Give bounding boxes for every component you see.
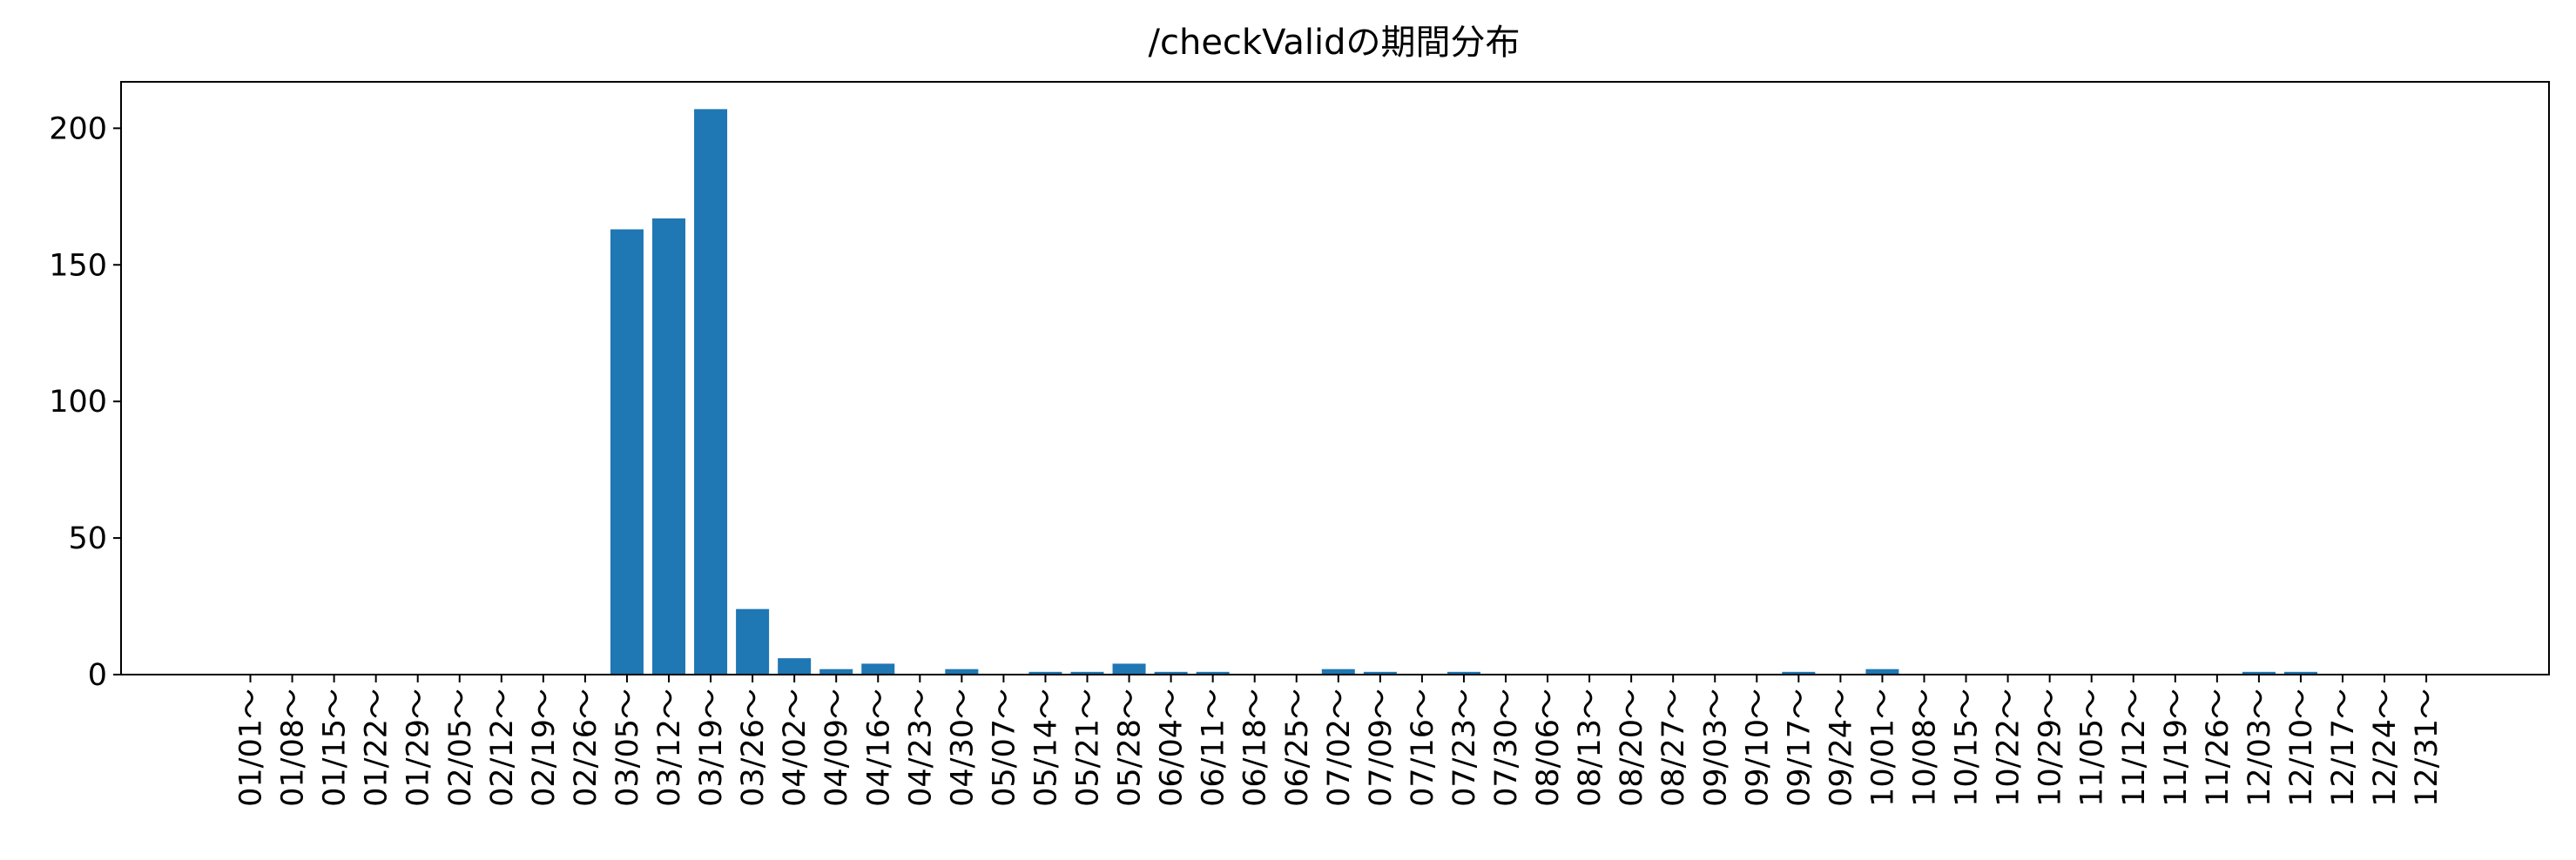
x-tick-label: 07/30～ <box>1489 689 1524 807</box>
x-tick-label: 03/05～ <box>610 689 645 807</box>
x-tick-label: 09/10～ <box>1740 689 1775 807</box>
x-tick-label: 08/20～ <box>1615 689 1649 807</box>
bar-07/09～ <box>1363 671 1397 675</box>
x-tick-label: 11/05～ <box>2075 689 2110 807</box>
x-tick-label: 08/06～ <box>1531 689 1566 807</box>
x-tick-label: 11/19～ <box>2159 689 2194 807</box>
x-tick-label: 06/25～ <box>1280 689 1315 807</box>
bar-09/17～ <box>1782 671 1816 675</box>
x-tick-label: 05/14～ <box>1028 689 1063 807</box>
x-tick-label: 02/26～ <box>569 689 604 807</box>
x-tick-label: 10/29～ <box>2033 689 2068 807</box>
bar-05/28～ <box>1112 663 1146 675</box>
bar-10/01～ <box>1865 669 1899 675</box>
x-tick-label: 02/19～ <box>527 689 562 807</box>
bar-03/26～ <box>736 608 770 675</box>
x-tick-label: 04/23～ <box>903 689 938 807</box>
x-axis: 01/01～ 01/08～ 01/15～ 01/22～ 01/29～ 02/05～ 02/1… <box>234 675 2445 807</box>
x-tick-label: 02/12～ <box>485 689 520 807</box>
y-tick-label: 50 <box>68 521 107 556</box>
x-tick-label: 01/08～ <box>276 689 311 807</box>
bar-12/03～ <box>2242 671 2276 675</box>
x-tick-label: 01/15～ <box>318 689 353 807</box>
bar-12/10～ <box>2283 671 2317 675</box>
x-tick-label: 10/15～ <box>1950 689 1985 807</box>
bar-05/14～ <box>1028 671 1062 675</box>
chart-title: /checkValidの期間分布 <box>1149 23 1521 63</box>
bars-group <box>610 109 2317 675</box>
bar-03/05～ <box>610 229 644 675</box>
x-tick-label: 06/04～ <box>1155 689 1190 807</box>
bar-07/02～ <box>1321 669 1355 675</box>
x-tick-label: 01/29～ <box>401 689 436 807</box>
bar-04/09～ <box>819 669 853 675</box>
y-axis: 0 50 100 150 200 <box>49 111 121 693</box>
y-tick-label: 200 <box>49 111 107 146</box>
x-tick-label: 01/01～ <box>234 689 269 807</box>
x-tick-label: 05/07～ <box>987 689 1022 807</box>
x-tick-label: 05/21～ <box>1071 689 1106 807</box>
x-tick-label: 11/26～ <box>2201 689 2235 807</box>
x-tick-label: 03/19～ <box>694 689 729 807</box>
x-tick-label: 03/12～ <box>652 689 687 807</box>
x-tick-label: 04/16～ <box>861 689 896 807</box>
x-tick-label: 10/01～ <box>1865 689 1900 807</box>
bar-06/04～ <box>1154 671 1188 675</box>
x-tick-label: 12/24～ <box>2368 689 2403 807</box>
x-tick-label: 12/17～ <box>2326 689 2361 807</box>
y-tick-label: 100 <box>49 385 107 420</box>
x-tick-label: 04/02～ <box>778 689 813 807</box>
x-tick-label: 03/26～ <box>736 689 771 807</box>
bar-04/30～ <box>945 669 979 675</box>
x-tick-label: 12/03～ <box>2242 689 2277 807</box>
x-tick-label: 06/18～ <box>1238 689 1273 807</box>
bar-04/16～ <box>861 663 895 675</box>
x-tick-label: 01/22～ <box>360 689 394 807</box>
bar-06/11～ <box>1196 671 1230 675</box>
x-tick-label: 07/02～ <box>1322 689 1357 807</box>
x-tick-label: 07/09～ <box>1364 689 1399 807</box>
bar-04/02～ <box>778 658 812 675</box>
x-tick-label: 10/08～ <box>1908 689 1943 807</box>
bar-03/19～ <box>694 109 728 675</box>
x-tick-label: 09/03～ <box>1698 689 1733 807</box>
x-tick-label: 05/28～ <box>1113 689 1148 807</box>
y-tick-label: 150 <box>49 248 107 283</box>
x-tick-label: 02/05～ <box>443 689 478 807</box>
x-tick-label: 11/12～ <box>2117 689 2152 807</box>
x-tick-label: 04/30～ <box>945 689 980 807</box>
plot-frame <box>120 81 2550 675</box>
x-tick-label: 08/13～ <box>1573 689 1608 807</box>
x-tick-label: 10/22～ <box>1992 689 2026 807</box>
x-tick-label: 04/09～ <box>819 689 854 807</box>
y-tick-label: 0 <box>88 658 107 693</box>
x-tick-label: 12/10～ <box>2284 689 2319 807</box>
x-tick-label: 07/23～ <box>1447 689 1482 807</box>
bar-05/21～ <box>1070 671 1104 675</box>
x-tick-label: 07/16～ <box>1406 689 1440 807</box>
x-tick-label: 09/24～ <box>1824 689 1858 807</box>
x-tick-label: 08/27～ <box>1656 689 1691 807</box>
bar-03/12～ <box>652 218 685 675</box>
x-tick-label: 09/17～ <box>1782 689 1817 807</box>
bar-07/23～ <box>1446 671 1480 675</box>
x-tick-label: 12/31～ <box>2410 689 2445 807</box>
x-tick-label: 06/11～ <box>1197 689 1231 807</box>
